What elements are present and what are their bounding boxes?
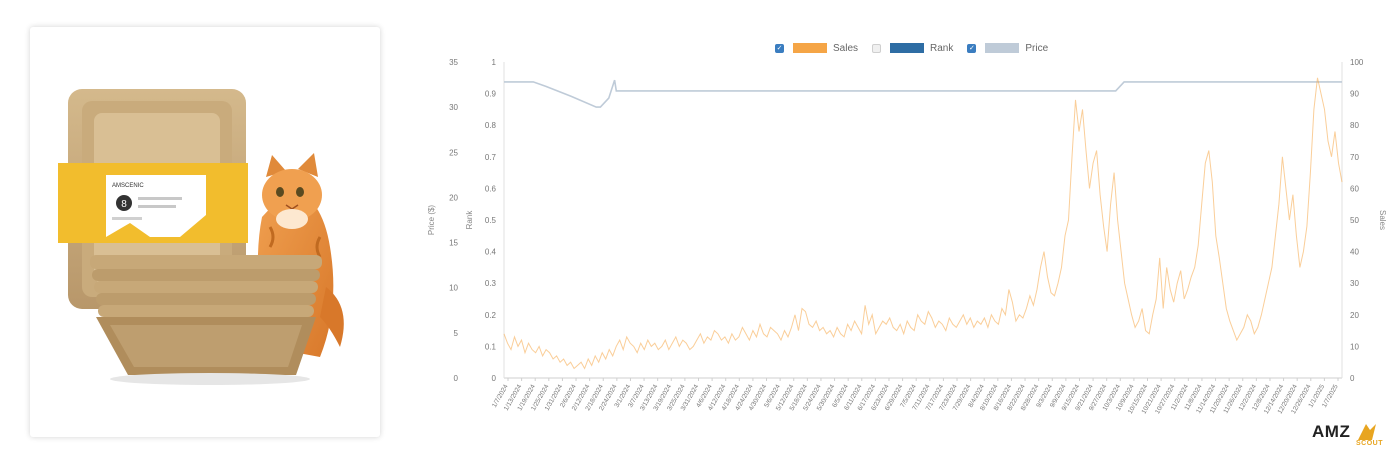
- y-left-outer-axis-title: Price ($): [427, 205, 436, 236]
- legend-item-rank[interactable]: Rank: [872, 43, 953, 54]
- package-label: 8 AMSCENIC: [58, 163, 248, 243]
- stacked-litter-trays: [90, 255, 322, 385]
- y-left-inner-tick-label: 0: [492, 374, 497, 383]
- legend-swatch-rank: [890, 43, 925, 53]
- y-left-outer-tick-label: 20: [449, 193, 458, 202]
- legend-item-price[interactable]: ✓ Price: [967, 43, 1048, 54]
- y-right-tick-label: 80: [1350, 121, 1359, 130]
- y-right-tick-label: 100: [1350, 58, 1364, 67]
- y-left-outer-tick-label: 5: [454, 329, 459, 338]
- y-right-tick-label: 60: [1350, 184, 1359, 193]
- y-right-tick-label: 40: [1350, 248, 1359, 257]
- y-right-tick-label: 0: [1350, 374, 1355, 383]
- amzscout-logo: AMZ SCOUT: [1312, 420, 1392, 452]
- sales-series-line: [503, 77, 1343, 370]
- chart-legend: ✓ Sales Rank ✓ Price: [775, 40, 1062, 56]
- legend-swatch-price: [985, 43, 1020, 53]
- y-left-inner-tick-label: 0.5: [485, 216, 497, 225]
- legend-label-sales: Sales: [833, 42, 859, 54]
- y-left-outer-tick-label: 10: [449, 284, 458, 293]
- y-right-tick-label: 10: [1350, 342, 1359, 351]
- y-left-inner-axis-title: Rank: [465, 210, 474, 230]
- y-right-tick-label: 20: [1350, 311, 1359, 320]
- y-left-inner-tick-label: 0.7: [485, 153, 497, 162]
- package-brand-text: AMSCENIC: [112, 183, 144, 189]
- product-image-card: 8 AMSCENIC: [30, 27, 380, 437]
- checkbox-icon[interactable]: [872, 43, 882, 53]
- y-right-tick-label: 50: [1350, 216, 1359, 225]
- y-left-inner-tick-label: 0.8: [485, 121, 497, 130]
- chart-svg: 0510152025303500.10.20.30.40.50.60.70.80…: [427, 58, 1387, 415]
- y-left-inner-tick-label: 0.1: [485, 342, 497, 351]
- product-photo: 8 AMSCENIC: [58, 89, 344, 385]
- logo-mark-icon: [1358, 424, 1376, 440]
- logo-sub-text: SCOUT: [1356, 440, 1383, 447]
- y-left-inner-tick-label: 0.9: [485, 90, 497, 99]
- legend-item-sales[interactable]: ✓ Sales: [775, 43, 858, 54]
- y-left-outer-tick-label: 25: [449, 148, 458, 157]
- y-left-inner-tick-label: 0.6: [485, 184, 497, 193]
- y-left-inner-tick-label: 0.2: [485, 311, 497, 320]
- legend-label-rank: Rank: [930, 42, 954, 54]
- price-series-line: [504, 79, 1342, 108]
- sales-chart: 0 5 10 15 20 25 30 35 0 0.1 0.2 0.3 0.4 0.5 0.6 0.7 0.8 0…: [400, 30, 1390, 430]
- legend-swatch-sales: [793, 43, 827, 53]
- logo-main-text: AMZ: [1312, 422, 1351, 441]
- y-left-outer-tick-label: 15: [449, 239, 458, 248]
- y-right-tick-label: 90: [1350, 90, 1359, 99]
- package-count-number: 8: [121, 199, 127, 210]
- y-left-outer-tick-label: 30: [449, 103, 458, 112]
- y-left-outer-tick-label: 35: [449, 58, 458, 67]
- checkbox-icon[interactable]: ✓: [775, 43, 784, 53]
- checkbox-icon[interactable]: ✓: [967, 43, 977, 53]
- y-left-inner-tick-label: 0.3: [485, 279, 497, 288]
- y-right-axis-title: Sales: [1378, 210, 1387, 230]
- legend-label-price: Price: [1025, 42, 1049, 54]
- y-right-tick-label: 70: [1350, 153, 1359, 162]
- y-left-inner-tick-label: 0.4: [485, 248, 497, 257]
- y-left-outer-tick-label: 0: [454, 374, 459, 383]
- y-right-tick-label: 30: [1350, 279, 1359, 288]
- y-left-inner-tick-label: 1: [492, 58, 497, 67]
